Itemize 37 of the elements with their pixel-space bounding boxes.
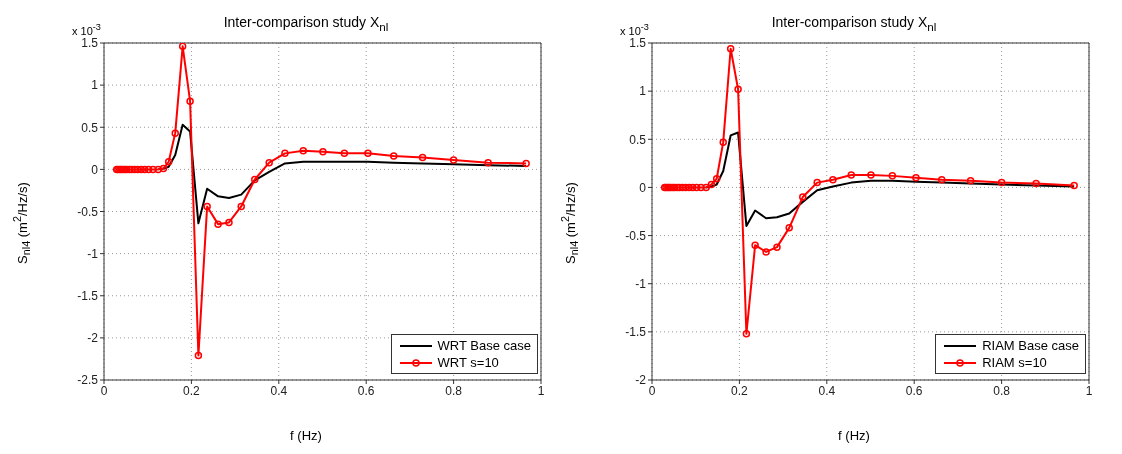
text: x 10$^{-3}$ [72, 22, 101, 37]
text: x 10$^{-3}$ [620, 22, 649, 37]
y-tick-label: -2.5 [77, 373, 99, 388]
legend-label: RIAM s=10 [982, 354, 1047, 371]
x-tick-label: 0.8 [993, 383, 1011, 398]
x-axis-title: f (Hz) [290, 428, 322, 443]
x-tick-label: 0.2 [183, 383, 201, 398]
legend-label: RIAM Base case [982, 337, 1079, 354]
y-tick-label: 1.5 [629, 36, 647, 51]
y-tick-label: 0.5 [629, 132, 647, 147]
y-tick-label: 1 [639, 84, 647, 99]
chart-title: Inter-comparison study X$_{nl}$ [771, 14, 937, 33]
y-tick-label: -1.5 [77, 289, 99, 304]
y-tick-label: -2 [635, 373, 647, 388]
x-tick-label: 0.4 [270, 383, 288, 398]
y-tick-label: 0 [639, 180, 647, 195]
x-tick-label: 0.6 [357, 383, 375, 398]
y-tick-label: -1.5 [625, 325, 647, 340]
y-tick-label: 1.5 [81, 36, 99, 51]
y-tick-label: 1 [91, 78, 99, 93]
y-tick-label: -1 [635, 276, 647, 291]
x-tick-label: 0.6 [905, 383, 923, 398]
x-tick-label: 0.8 [445, 383, 463, 398]
y-tick-label: -2 [87, 331, 99, 346]
y-tick-label: -1 [87, 246, 99, 261]
x-axis-title: f (Hz) [838, 428, 870, 443]
x-tick-label: 0.4 [818, 383, 836, 398]
y-tick-label: 0 [91, 162, 99, 177]
legend-label: WRT s=10 [437, 354, 499, 371]
y-tick-label: 0.5 [81, 120, 99, 135]
chart-title: Inter-comparison study X$_{nl}$ [223, 14, 389, 33]
y-tick-label: -0.5 [625, 228, 647, 243]
y-tick-label: -0.5 [77, 204, 99, 219]
x-tick-label: 1 [537, 383, 545, 398]
x-tick-label: 0.2 [731, 383, 749, 398]
x-tick-label: 1 [1085, 383, 1093, 398]
legend-label: WRT Base case [437, 337, 531, 354]
